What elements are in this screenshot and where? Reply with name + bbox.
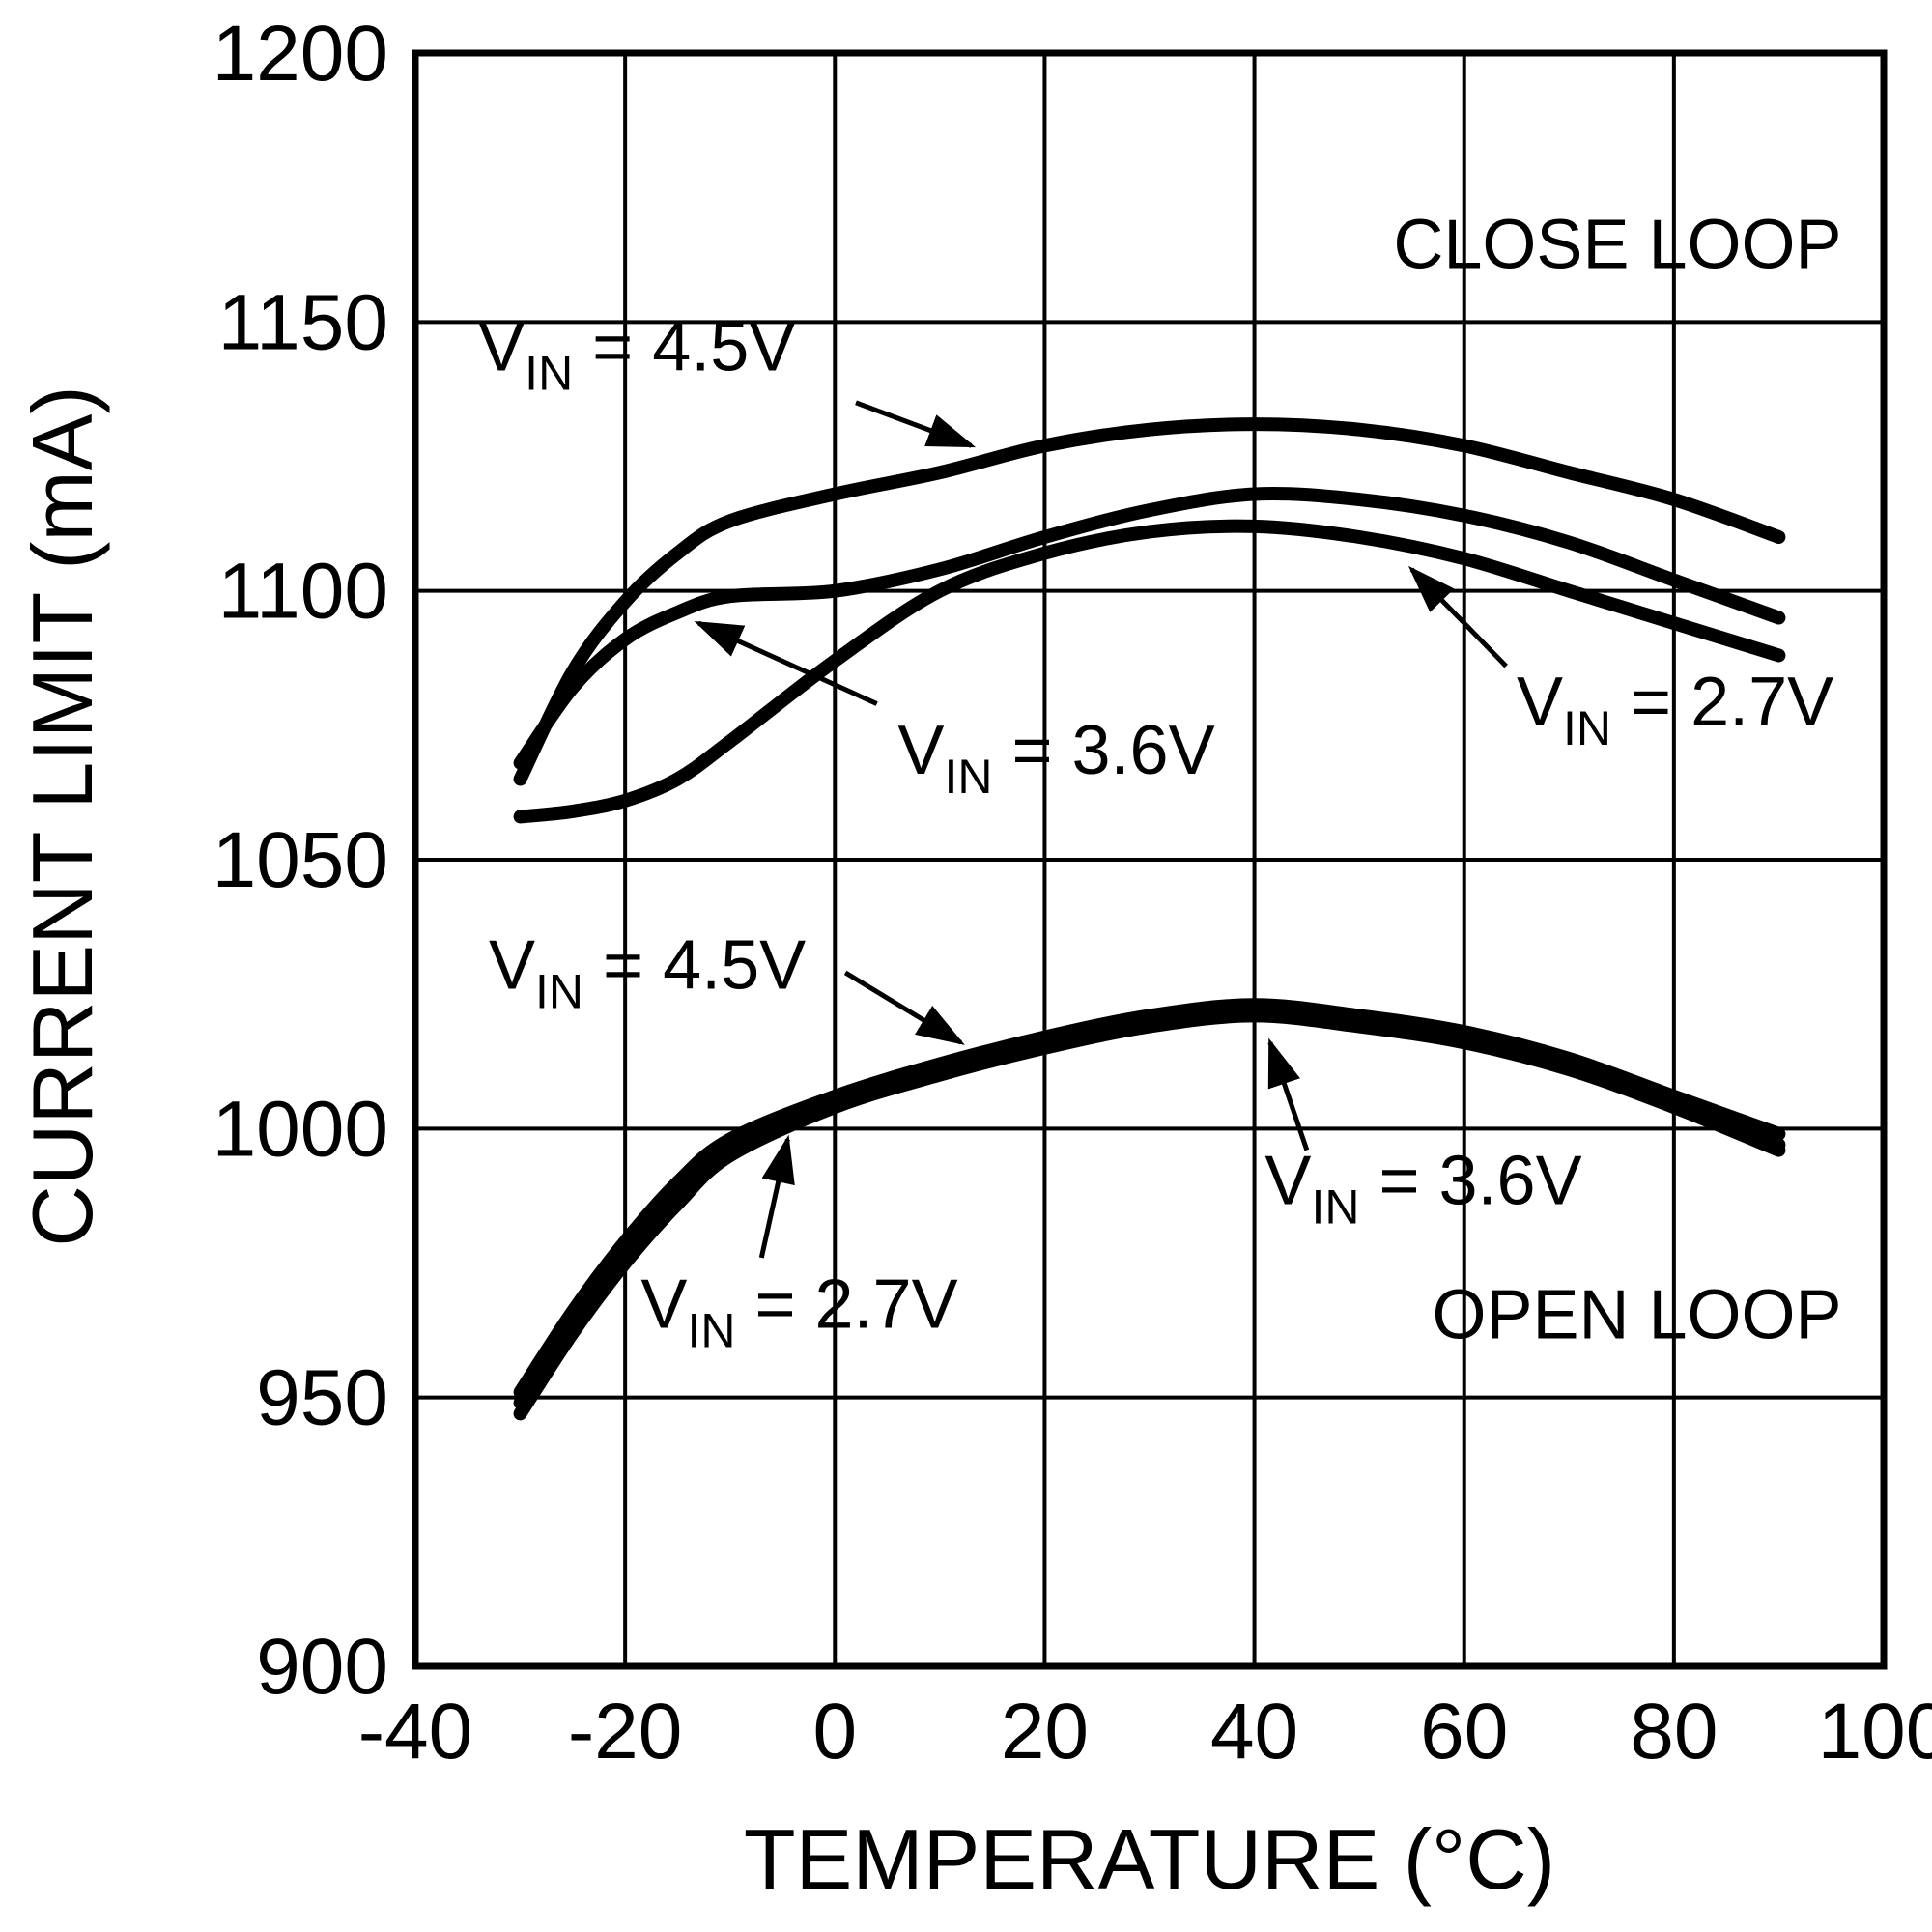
annotation-close-loop-vin-3-6v-callout: VIN = 3.6V [694, 620, 1215, 804]
x-tick-label: -20 [568, 1688, 683, 1776]
annotation-label: OPEN LOOP [1432, 1276, 1841, 1353]
x-tick-label: 100 [1818, 1688, 1932, 1776]
annotation-arrow [1407, 565, 1508, 668]
x-tick-label: 0 [812, 1688, 857, 1776]
series [513, 417, 1786, 1421]
annotation-arrow [1267, 1037, 1310, 1151]
annotation-label: VIN = 4.5V [478, 308, 795, 400]
y-tick-label: 900 [256, 1623, 388, 1711]
annotation-arrow [758, 1134, 795, 1259]
y-tick-label: 1200 [213, 10, 388, 98]
annotation-arrow [855, 400, 977, 448]
annotation-label: VIN = 2.7V [1517, 664, 1833, 755]
annotations: CLOSE LOOP OPEN LOOP VIN = 4.5V VIN = 3.6V V… [478, 207, 1841, 1358]
axes: -40 -20 0 20 40 60 80 100 900 950 1000 1050 1100 1150… [213, 10, 1932, 1776]
y-tick-label: 1000 [213, 1085, 388, 1173]
annotation-label: VIN = 2.7V [640, 1265, 957, 1357]
annotation-open-loop-label: OPEN LOOP [1432, 1276, 1841, 1353]
y-tick-label: 1150 [218, 278, 388, 366]
x-tick-label: 40 [1210, 1688, 1298, 1776]
annotation-label: VIN = 3.6V [897, 712, 1214, 804]
plot-frame [412, 49, 1888, 1670]
x-tick-label: 80 [1630, 1688, 1718, 1776]
annotation-close-loop-vin-2-7v-callout: VIN = 2.7V [1407, 565, 1833, 755]
x-tick-label: 20 [1001, 1688, 1089, 1776]
annotation-label: CLOSE LOOP [1393, 207, 1841, 284]
curve-close-loop-vin-2-7v [513, 519, 1786, 824]
curve-open-loop-vin-2-7v [513, 1009, 1786, 1421]
curve-close-loop-vin-3-6v [513, 486, 1786, 770]
annotation-close-loop-vin-4-5v-callout: VIN = 4.5V [478, 308, 977, 448]
annotation-label: VIN = 3.6V [1264, 1142, 1581, 1234]
annotation-label: VIN = 4.5V [489, 927, 806, 1019]
x-tick-label: 60 [1420, 1688, 1508, 1776]
annotation-open-loop-vin-3-6v-callout: VIN = 3.6V [1264, 1037, 1582, 1234]
x-axis-title: TEMPERATURE (°C) [744, 1811, 1555, 1907]
y-tick-label: 1100 [218, 548, 388, 636]
y-tick-label: 1050 [213, 816, 388, 904]
annotation-open-loop-vin-4-5v-callout: VIN = 4.5V [489, 927, 965, 1045]
annotation-open-loop-vin-2-7v-callout: VIN = 2.7V [640, 1134, 958, 1357]
annotation-close-loop-label: CLOSE LOOP [1393, 207, 1841, 284]
curve-close-loop-vin-4-5v [513, 417, 1786, 786]
annotation-arrow [694, 620, 878, 706]
y-axis-title: CURRENT LIMIT (mA) [14, 385, 110, 1246]
annotation-arrow [843, 970, 965, 1045]
y-tick-label: 950 [256, 1354, 388, 1442]
x-tick-label: -40 [358, 1688, 473, 1776]
